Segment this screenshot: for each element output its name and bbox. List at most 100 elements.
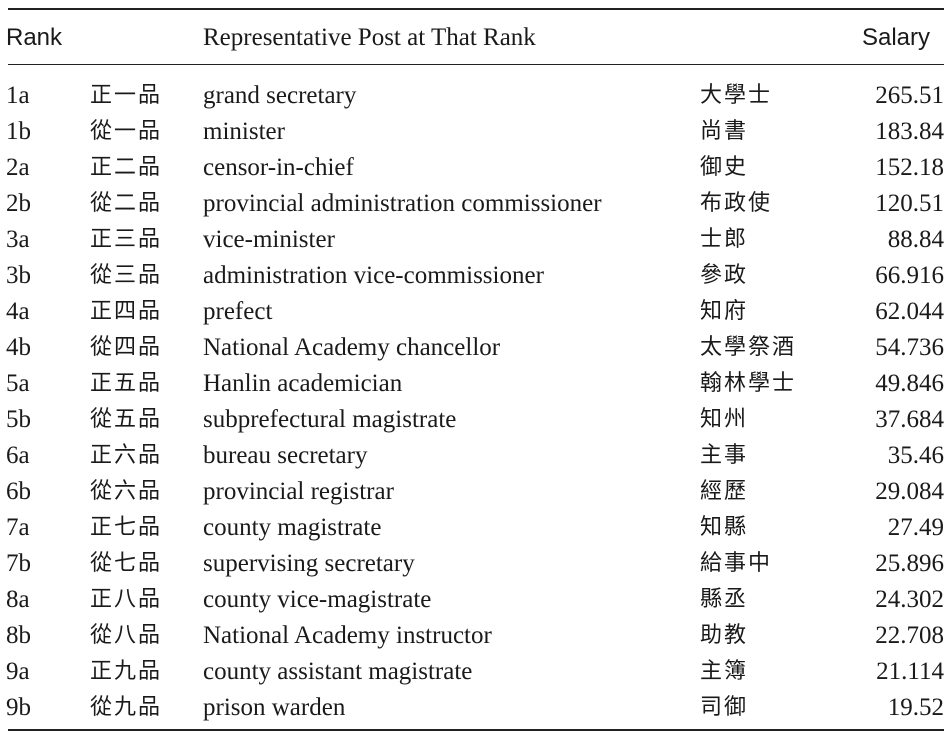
post-cell: vice-minister	[203, 226, 335, 253]
header-rank: Rank	[6, 24, 63, 51]
rank-chinese-cell: 正六品	[90, 443, 163, 468]
table-row: 5a 正五品 Hanlin academician 翰林學士 49.846	[0, 366, 948, 402]
post-chinese-cell: 主簿	[700, 659, 749, 684]
salary-cell: 29.084	[875, 478, 944, 505]
post-chinese-cell: 士郎	[700, 227, 749, 252]
rank-cell: 8b	[6, 622, 31, 649]
post-cell: minister	[203, 118, 285, 145]
post-cell: National Academy chancellor	[203, 334, 501, 361]
table-row: 8b 從八品 National Academy instructor 助教 22.708	[0, 618, 948, 654]
rank-chinese-cell: 正九品	[90, 659, 163, 684]
salary-cell: 88.84	[887, 226, 944, 253]
post-cell: prefect	[203, 298, 273, 325]
post-chinese-cell: 尚書	[700, 119, 749, 144]
post-cell: provincial registrar	[203, 478, 394, 505]
table-top-rule	[8, 8, 944, 10]
rank-cell: 9a	[6, 658, 30, 685]
header-salary: Salary	[861, 24, 930, 51]
rank-chinese-cell: 從三品	[90, 263, 163, 288]
table-row: 5b 從五品 subprefectural magistrate 知州 37.684	[0, 402, 948, 438]
post-chinese-cell: 縣丞	[700, 587, 749, 612]
post-cell: supervising secretary	[203, 550, 415, 577]
salary-cell: 54.736	[875, 334, 944, 361]
post-chinese-cell: 翰林學士	[700, 371, 797, 396]
rank-chinese-cell: 從四品	[90, 335, 163, 360]
table-row: 9a 正九品 county assistant magistrate 主簿 21.114	[0, 654, 948, 690]
rank-cell: 7b	[6, 550, 31, 577]
rank-chinese-cell: 正一品	[90, 83, 163, 108]
table-row: 1a 正一品 grand secretary 大學士 265.51	[0, 78, 948, 114]
salary-cell: 120.51	[875, 190, 944, 217]
table-row: 3a 正三品 vice-minister 士郎 88.84	[0, 222, 948, 258]
rank-cell: 5a	[6, 370, 30, 397]
post-chinese-cell: 太學祭酒	[700, 335, 797, 360]
rank-chinese-cell: 從九品	[90, 695, 163, 720]
rank-chinese-cell: 從五品	[90, 407, 163, 432]
salary-cell: 183.84	[875, 118, 944, 145]
rank-cell: 6b	[6, 478, 31, 505]
salary-cell: 25.896	[875, 550, 944, 577]
post-cell: Hanlin academician	[203, 370, 403, 397]
rank-chinese-cell: 從二品	[90, 191, 163, 216]
salary-cell: 152.18	[875, 154, 944, 181]
rank-cell: 9b	[6, 694, 31, 721]
post-chinese-cell: 大學士	[700, 83, 773, 108]
salary-cell: 22.708	[875, 622, 944, 649]
post-chinese-cell: 司御	[700, 695, 749, 720]
post-cell: provincial administration commissioner	[203, 190, 602, 217]
post-cell: county assistant magistrate	[203, 658, 473, 685]
table-bottom-rule	[8, 729, 944, 731]
table-row: 4b 從四品 National Academy chancellor 太學祭酒 54.7…	[0, 330, 948, 366]
rank-chinese-cell: 正二品	[90, 155, 163, 180]
rank-cell: 6a	[6, 442, 30, 469]
table-row: 2b 從二品 provincial administration commissio…	[0, 186, 948, 222]
salary-cell: 27.49	[887, 514, 944, 541]
rank-chinese-cell: 從一品	[90, 119, 163, 144]
post-chinese-cell: 知縣	[700, 515, 749, 540]
salary-cell: 21.114	[876, 658, 944, 685]
table-row: 7b 從七品 supervising secretary 給事中 25.896	[0, 546, 948, 582]
rank-chinese-cell: 從七品	[90, 551, 163, 576]
rank-chinese-cell: 正七品	[90, 515, 163, 540]
rank-cell: 5b	[6, 406, 31, 433]
post-chinese-cell: 知府	[700, 299, 749, 324]
table-row: 4a 正四品 prefect 知府 62.044	[0, 294, 948, 330]
table-row: 1b 從一品 minister 尚書 183.84	[0, 114, 948, 150]
table-row: 9b 從九品 prison warden 司御 19.52	[0, 690, 948, 726]
rank-chinese-cell: 正八品	[90, 587, 163, 612]
rank-cell: 3a	[6, 226, 30, 253]
post-cell: bureau secretary	[203, 442, 368, 469]
table-body: 1a 正一品 grand secretary 大學士 265.51 1b 從一品 minist…	[0, 78, 948, 726]
salary-cell: 62.044	[875, 298, 944, 325]
post-cell: National Academy instructor	[203, 622, 492, 649]
post-cell: county magistrate	[203, 514, 382, 541]
rank-cell: 1a	[6, 82, 30, 109]
post-cell: grand secretary	[203, 82, 357, 109]
rank-cell: 7a	[6, 514, 30, 541]
rank-chinese-cell: 從八品	[90, 623, 163, 648]
post-cell: county vice-magistrate	[203, 586, 432, 613]
post-cell: censor-in-chief	[203, 154, 354, 181]
salary-cell: 265.51	[875, 82, 944, 109]
post-chinese-cell: 參政	[700, 263, 749, 288]
header-rule	[8, 64, 944, 65]
table-row: 8a 正八品 county vice-magistrate 縣丞 24.302	[0, 582, 948, 618]
rank-cell: 1b	[6, 118, 31, 145]
rank-chinese-cell: 從六品	[90, 479, 163, 504]
post-cell: subprefectural magistrate	[203, 406, 457, 433]
table-row: 2a 正二品 censor-in-chief 御史 152.18	[0, 150, 948, 186]
rank-chinese-cell: 正三品	[90, 227, 163, 252]
salary-cell: 35.46	[887, 442, 944, 469]
salary-cell: 66.916	[875, 262, 944, 289]
rank-cell: 3b	[6, 262, 31, 289]
post-chinese-cell: 經歷	[700, 479, 749, 504]
salary-cell: 19.52	[887, 694, 944, 721]
rank-cell: 4a	[6, 298, 30, 325]
post-cell: prison warden	[203, 694, 346, 721]
table-row: 7a 正七品 county magistrate 知縣 27.49	[0, 510, 948, 546]
rank-cell: 8a	[6, 586, 30, 613]
table-row: 6b 從六品 provincial registrar 經歷 29.084	[0, 474, 948, 510]
rank-cell: 4b	[6, 334, 31, 361]
rank-chinese-cell: 正五品	[90, 371, 163, 396]
table-row: 3b 從三品 administration vice-commissioner 參政 6…	[0, 258, 948, 294]
